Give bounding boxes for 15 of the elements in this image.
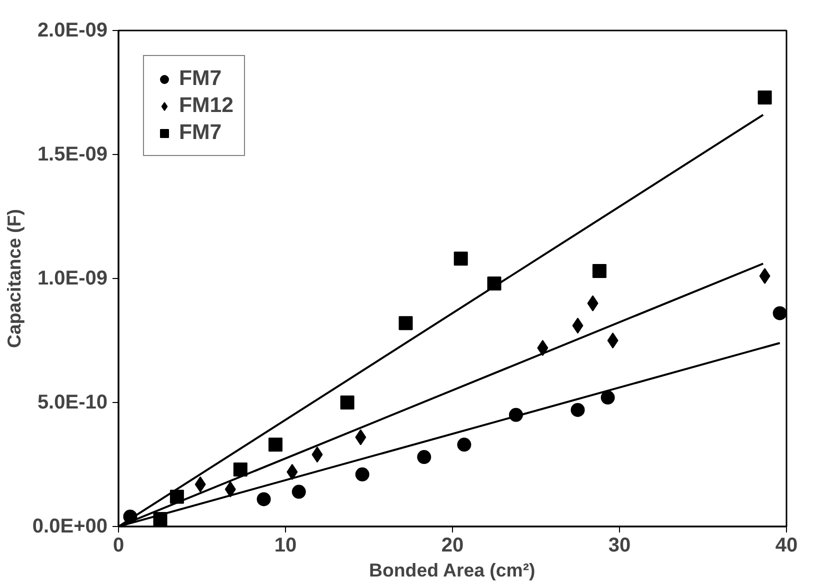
x-tick-label: 20	[441, 534, 464, 556]
legend-label: FM7	[179, 66, 222, 91]
y-tick-label: 5.0E-10	[37, 392, 108, 414]
y-tick-label: 1.0E-09	[37, 268, 108, 290]
x-tick-label: 40	[775, 534, 798, 556]
y-tick-label: 2.0E-09	[37, 20, 108, 42]
x-tick-label: 10	[274, 534, 297, 556]
legend-label: FM7	[179, 120, 222, 145]
x-tick-label: 30	[608, 534, 631, 556]
y-tick-label: 0.0E+00	[32, 516, 108, 538]
x-axis-title: Bonded Area (cm²)	[369, 560, 536, 580]
y-axis-title: Capacitance (F)	[3, 209, 24, 348]
legend-label: FM12	[179, 93, 234, 118]
y-tick-label: 1.5E-09	[37, 144, 108, 166]
x-tick-label: 0	[112, 534, 124, 556]
